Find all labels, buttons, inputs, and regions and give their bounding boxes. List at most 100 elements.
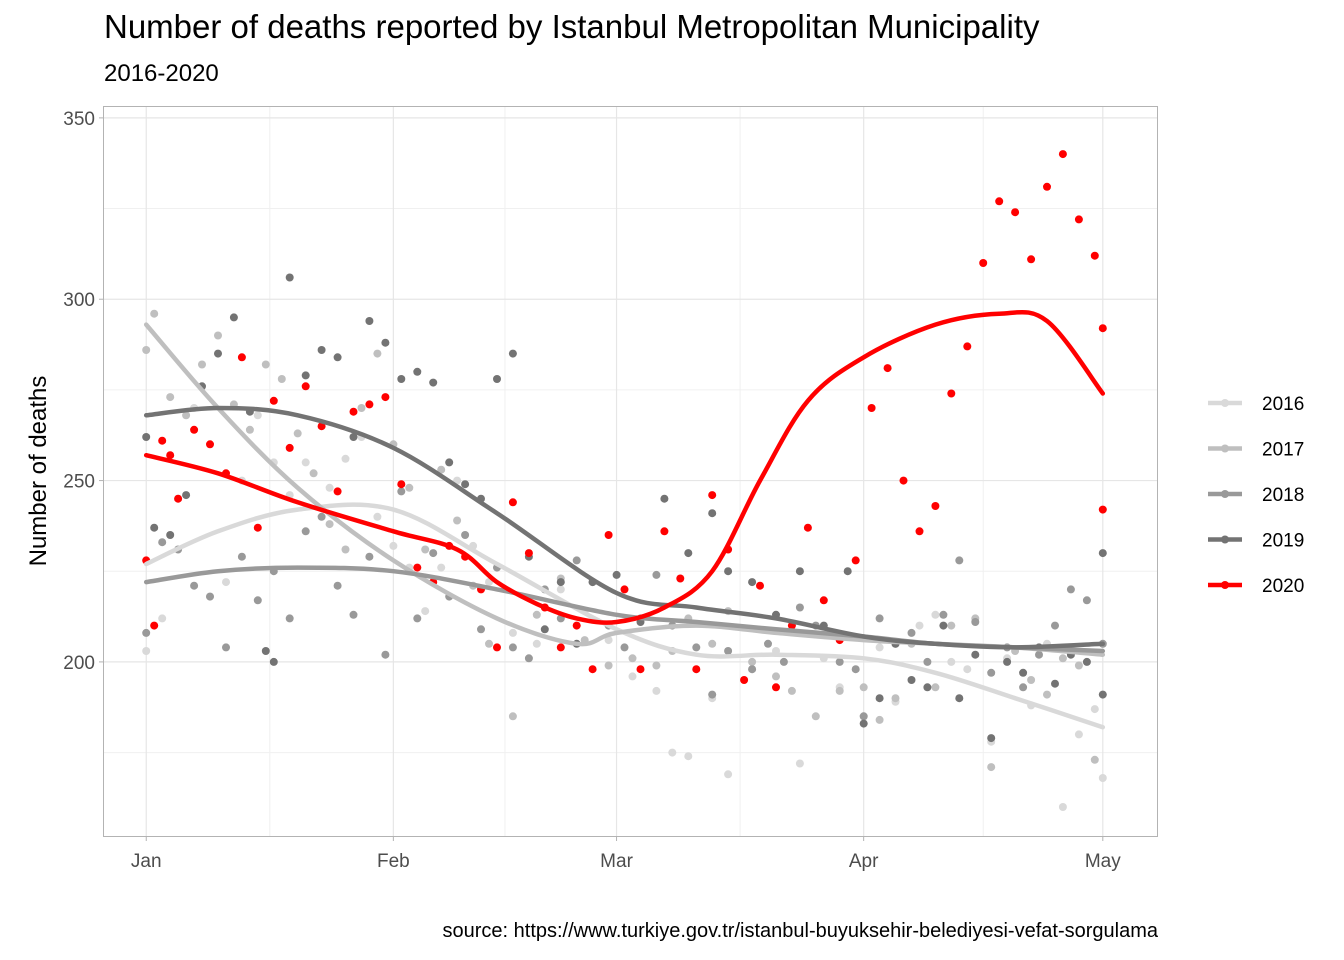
data-point-2016 (389, 541, 398, 550)
data-point-2020 (1090, 251, 1099, 260)
x-tick-label: Mar (600, 851, 633, 872)
data-point-2020 (1098, 324, 1107, 333)
data-point-2020 (931, 502, 940, 510)
data-point-2020 (237, 353, 246, 362)
data-point-2019 (955, 694, 964, 703)
data-point-2016 (1058, 803, 1067, 811)
data-point-2018 (1019, 683, 1028, 692)
data-point-2016 (684, 752, 693, 761)
data-point-2016 (142, 647, 151, 655)
data-point-2017 (1027, 676, 1036, 684)
source-caption: source: https://www.turkiye.gov.tr/istan… (442, 920, 1159, 942)
data-point-2019 (923, 683, 932, 692)
data-point-2017 (261, 360, 270, 369)
data-point-2018 (795, 603, 804, 612)
data-point-2019 (987, 734, 996, 743)
data-point-2018 (317, 512, 326, 521)
data-point-2018 (859, 712, 868, 721)
legend-item-2017: 2017 (1208, 440, 1304, 461)
data-point-2017 (142, 346, 151, 354)
data-point-2018 (365, 552, 374, 561)
y-tick-label: 250 (63, 472, 95, 493)
data-point-2019 (229, 313, 238, 322)
data-point-2018 (477, 625, 485, 634)
smooth-line-2016 (143, 502, 1106, 730)
data-point-2020 (620, 585, 629, 594)
data-point-2017 (453, 516, 462, 525)
major-gridlines (104, 107, 1157, 836)
data-point-2018 (875, 614, 884, 623)
x-tick-label: Feb (377, 851, 410, 872)
data-point-2016 (668, 748, 677, 757)
data-point-2017 (987, 763, 996, 772)
data-point-2016 (508, 628, 517, 637)
data-point-2019 (166, 531, 175, 539)
data-point-2020 (636, 665, 645, 674)
legend-key-point (1221, 535, 1229, 544)
data-point-2018 (708, 690, 717, 699)
data-point-2018 (1066, 585, 1075, 594)
data-point-2018 (301, 527, 310, 536)
y-axis: 200 250 300 350 (63, 109, 104, 674)
data-point-2019 (1098, 690, 1107, 699)
data-point-2020 (1074, 215, 1083, 224)
data-point-2019 (349, 433, 358, 441)
data-point-2017 (1058, 654, 1067, 663)
data-point-2020 (285, 443, 294, 452)
data-point-2018 (508, 643, 517, 652)
data-point-2020 (253, 523, 262, 532)
data-point-2019 (907, 676, 916, 684)
data-point-2019 (214, 349, 222, 358)
data-point-2018 (572, 556, 581, 565)
data-point-2019 (684, 549, 693, 558)
data-point-2017 (166, 393, 175, 402)
data-point-2019 (461, 480, 470, 489)
data-point-2016 (963, 665, 972, 674)
data-point-2016 (222, 578, 230, 587)
x-tick-label: Jan (131, 851, 162, 872)
data-point-2018 (349, 610, 358, 619)
data-point-2020 (365, 400, 374, 409)
data-point-2016 (341, 454, 350, 463)
y-tick-label: 350 (63, 109, 95, 130)
data-point-2019 (269, 657, 278, 666)
data-point-2016 (437, 563, 446, 572)
data-point-2016 (931, 610, 940, 619)
legend-label: 2016 (1262, 394, 1304, 415)
data-point-2020 (1043, 182, 1051, 191)
data-point-2017 (485, 639, 493, 648)
data-point-2018 (524, 654, 533, 663)
data-point-2016 (325, 483, 334, 492)
data-point-2018 (397, 487, 406, 496)
data-point-2019 (843, 567, 852, 576)
data-point-2020 (979, 259, 988, 267)
smooth-line-2017 (143, 322, 1106, 657)
y-axis-title: Number of deaths (25, 376, 52, 567)
data-point-2018 (692, 643, 701, 652)
data-point-2018 (158, 538, 167, 547)
data-point-2016 (915, 621, 924, 630)
data-point-2020 (1098, 505, 1107, 514)
data-point-2019 (1003, 657, 1012, 666)
data-point-2020 (397, 480, 406, 489)
data-point-2020 (1011, 208, 1020, 217)
data-point-2016 (604, 636, 613, 645)
data-point-2016 (652, 686, 661, 695)
data-point-2019 (142, 433, 151, 441)
data-point-2018 (724, 647, 733, 655)
data-point-2019 (971, 650, 980, 659)
data-point-2017 (325, 520, 334, 529)
data-point-2019 (317, 346, 326, 354)
data-point-2019 (445, 458, 454, 467)
data-point-2017 (1043, 690, 1051, 699)
data-point-2018 (835, 657, 844, 666)
data-point-2020 (572, 621, 581, 630)
data-point-2019 (397, 375, 406, 383)
data-point-2019 (724, 567, 733, 576)
data-point-2018 (779, 657, 788, 666)
data-point-2019 (540, 625, 549, 634)
data-point-2016 (373, 512, 382, 521)
data-point-2020 (772, 683, 780, 692)
data-point-2018 (1051, 621, 1059, 630)
